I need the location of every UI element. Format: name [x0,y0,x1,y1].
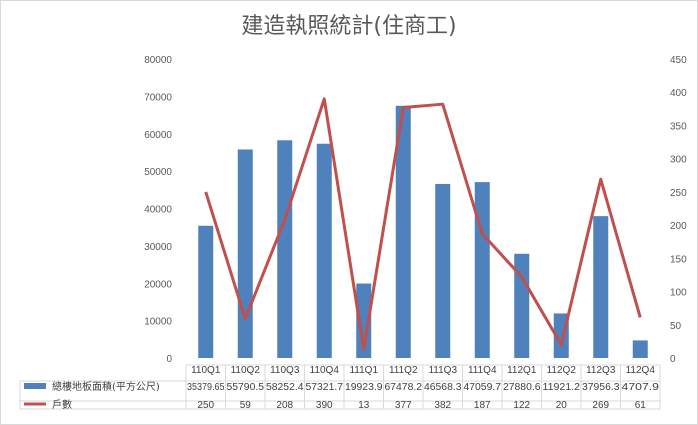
bar [277,140,293,358]
line-value-label: 377 [395,400,412,411]
category-label: 112Q1 [507,365,537,376]
y-right-tick-label: 200 [670,221,687,232]
category-label: 111Q4 [468,365,497,376]
category-label: 110Q3 [270,365,300,376]
bar-value-label: 19923.9 [345,382,383,393]
bar [632,340,648,358]
legend-label-bar: 總樓地板面積(平方公尺) [52,380,160,393]
y-left-tick-label: 60000 [144,130,172,141]
series-line [204,97,642,351]
bar-value-label: 35379.65 [187,382,225,393]
bar-value-label: 55790.5 [227,382,265,393]
bar-value-label: 47059.7 [464,382,502,393]
y-left-tick-label: 20000 [144,279,172,290]
bar-value-label: 11921.2 [543,382,581,393]
line-value-label: 382 [434,400,451,411]
y-left-tick-label: 0 [166,354,172,365]
line-value-label: 250 [197,400,214,411]
y-left-tick-label: 40000 [144,205,172,216]
y-right-tick-label: 400 [670,88,687,99]
category-label: 110Q4 [310,365,340,376]
line-value-label: 13 [358,400,370,411]
y-right-tick-label: 350 [670,121,687,132]
bar [514,253,530,358]
bar [474,182,490,358]
category-label: 110Q1 [191,365,221,376]
y-left-tick-label: 80000 [144,55,172,66]
bar [237,149,253,358]
legend-label-line: 戶數 [52,398,72,411]
bar [593,216,609,358]
category-label: 110Q2 [231,365,261,376]
bar-value-label: 4707.9 [622,382,660,393]
line-value-label: 61 [635,400,647,411]
line-value-label: 390 [316,400,333,411]
line-value-label: 122 [513,400,530,411]
line-value-label: 20 [556,400,568,411]
bar-value-label: 37956.3 [582,382,620,393]
bar [198,225,214,358]
y-right-tick-label: 250 [670,188,687,199]
bar-value-label: 27880.6 [503,382,541,393]
category-label: 112Q2 [547,365,577,376]
y-left-tick-label: 50000 [144,167,172,178]
y-right-tick-label: 50 [670,321,682,332]
bar [356,283,372,358]
y-right-tick-label: 450 [670,55,687,66]
category-label: 111Q2 [389,365,418,376]
y-right-tick-label: 300 [670,155,687,166]
legend-swatch-bar [24,383,46,389]
bar [395,105,411,358]
y-right-tick-label: 100 [670,288,687,299]
line-value-label: 59 [240,400,252,411]
bar-value-label: 46568.3 [424,382,462,393]
y-left-tick-label: 70000 [144,92,172,103]
y-right-tick-label: 0 [670,354,676,365]
chart-title: 建造執照統計(住商工) [241,14,456,39]
bar [435,183,451,358]
category-label: 111Q1 [349,365,378,376]
bar-value-label: 57321.7 [306,382,344,393]
bar-value-label: 67478.2 [385,382,423,393]
bar [316,143,332,358]
y-right-tick-label: 150 [670,254,687,265]
category-label: 112Q4 [626,365,656,376]
bar-value-label: 58252.4 [266,382,304,393]
category-label: 111Q3 [428,365,457,376]
line-value-label: 208 [276,400,293,411]
plot-area: 0 10000 20000 30000 40000 50000 60000 70000 8000… [144,55,687,365]
y-left-tick-label: 30000 [144,242,172,253]
line-value-label: 269 [592,400,609,411]
line-value-label: 187 [474,400,491,411]
y-left-tick-label: 10000 [144,317,172,328]
data-table: 110Q1 110Q2 110Q3 110Q4 111Q1 111Q2 111Q3 111Q4… [19,364,661,411]
category-label: 112Q3 [586,365,616,376]
